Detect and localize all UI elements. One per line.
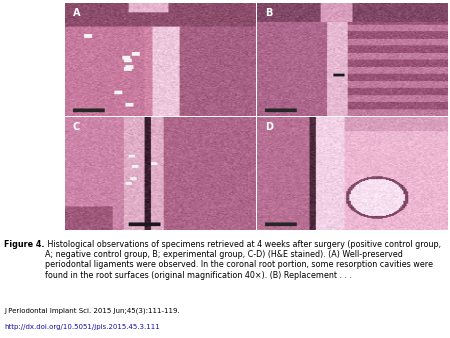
Text: D: D — [265, 122, 273, 132]
Text: A: A — [73, 8, 81, 18]
Text: Histological observations of specimens retrieved at 4 weeks after surgery (posit: Histological observations of specimens r… — [45, 240, 441, 280]
Text: C: C — [73, 122, 80, 132]
Text: Figure 4.: Figure 4. — [4, 240, 45, 249]
Text: http://dx.doi.org/10.5051/jpis.2015.45.3.111: http://dx.doi.org/10.5051/jpis.2015.45.3… — [4, 324, 160, 330]
Text: B: B — [265, 8, 272, 18]
Text: J Periodontal Implant Sci. 2015 Jun;45(3):111-119.: J Periodontal Implant Sci. 2015 Jun;45(3… — [4, 308, 180, 314]
